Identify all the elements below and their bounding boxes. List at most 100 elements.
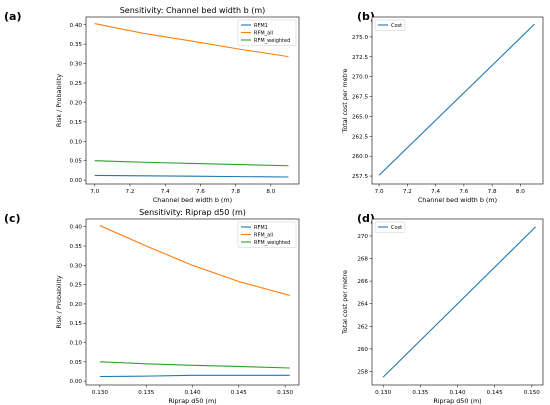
y-tick-label: 0.30	[70, 62, 83, 68]
x-tick-label: 0.145	[487, 390, 503, 396]
y-axis-label: Risk / Probability	[55, 275, 63, 328]
y-tick-label: 275.0	[352, 35, 368, 41]
x-tick-label: 7.2	[126, 189, 135, 195]
series-line-rfm-all	[94, 23, 289, 58]
y-tick-label: 0.25	[70, 81, 83, 87]
series-line-rfm-weighted	[94, 160, 289, 167]
y-tick-label: 0.10	[70, 341, 83, 347]
chart-title: Sensitivity: Channel bed width b (m)	[120, 6, 266, 15]
y-tick-label: 0.20	[70, 302, 83, 308]
legend-label: Cost	[391, 23, 402, 29]
panel-c: (c) Sensitivity: Riprap d50 (m) 0.130 0.135…	[4, 208, 300, 405]
legend-label: RFM_weighted	[254, 240, 290, 246]
legend-label: RFM_all	[254, 232, 273, 238]
x-axis-label: Riprap d50 (m)	[433, 397, 481, 405]
y-tick-label: 0.20	[70, 100, 83, 106]
panel-letter: (c)	[4, 212, 21, 225]
y-tick-label: 257.5	[352, 174, 368, 180]
y-tick-label: 262	[357, 324, 368, 330]
legend-label: RFM1	[254, 225, 268, 231]
x-tick-label: 7.2	[403, 189, 412, 195]
x-tick-label: 0.145	[231, 390, 247, 396]
y-tick-label: 272.5	[352, 55, 368, 61]
y-tick-label: 0.15	[70, 321, 83, 327]
x-axis-label: Channel bed width b (m)	[153, 196, 232, 204]
x-tick-label: 0.150	[524, 390, 540, 396]
x-tick-label: 7.6	[196, 189, 205, 195]
y-tick-label: 0.05	[70, 159, 83, 165]
legend: Cost	[374, 19, 406, 31]
y-tick-label: 262.5	[352, 134, 368, 140]
x-tick-label: 0.130	[375, 390, 391, 396]
y-tick-label: 0.35	[70, 244, 83, 250]
x-tick-label: 8.0	[266, 189, 275, 195]
panel-letter: (a)	[4, 10, 21, 23]
x-tick-label: 0.135	[138, 390, 154, 396]
y-tick-label: 270	[357, 234, 368, 240]
y-tick-label: 0.30	[70, 263, 83, 269]
y-tick-label: 0.25	[70, 283, 83, 289]
y-tick-label: 0.40	[70, 225, 83, 231]
x-tick-label: 0.130	[92, 390, 108, 396]
x-tick-label: 7.6	[459, 189, 468, 195]
x-tick-label: 7.4	[161, 189, 170, 195]
legend-box	[237, 221, 297, 248]
x-axis-label: Channel bed width b (m)	[418, 196, 497, 204]
panel-letter: (b)	[357, 10, 375, 23]
x-tick-label: 8.0	[516, 189, 525, 195]
x-tick-label: 7.0	[375, 189, 384, 195]
plot-area	[371, 218, 544, 386]
series-line-rfm1	[94, 174, 289, 178]
y-tick-label: 260.0	[352, 154, 368, 160]
series-line-cost	[378, 23, 535, 176]
y-tick-label: 0.00	[70, 178, 83, 184]
y-axis-label: Total cost per metre	[341, 68, 349, 133]
y-tick-label: 265.0	[352, 114, 368, 120]
y-axis-label: Total cost per metre	[341, 270, 349, 335]
panel-a: (a) Sensitivity: Channel bed width b (m) 7…	[4, 6, 300, 204]
y-tick-label: 0.35	[70, 42, 83, 48]
x-tick-label: 0.150	[277, 390, 293, 396]
panel-b: (b) 7.0 7.2 7.4 7.6 7.8 8.0 257.5 260.0 262.5 265.…	[341, 10, 544, 204]
y-tick-label: 264	[357, 302, 368, 308]
panel-letter: (d)	[357, 212, 375, 225]
y-axis-label: Risk / Probability	[55, 74, 63, 127]
y-tick-label: 0.00	[70, 379, 83, 385]
legend: Cost	[374, 221, 406, 233]
legend-label: RFM1	[254, 23, 268, 29]
series-line-cost	[382, 226, 536, 378]
y-tick-label: 258	[357, 369, 368, 375]
legend-box	[237, 19, 297, 46]
plot-area	[371, 16, 544, 185]
x-axis-label: Riprap d50 (m)	[168, 397, 216, 405]
y-tick-label: 266	[357, 279, 368, 285]
y-tick-label: 267.5	[352, 95, 368, 101]
x-tick-label: 7.4	[431, 189, 440, 195]
x-tick-label: 7.0	[90, 189, 99, 195]
x-tick-label: 0.135	[412, 390, 428, 396]
legend-box	[374, 19, 406, 31]
y-tick-label: 270.0	[352, 75, 368, 81]
series-line-rfm-all	[99, 225, 290, 296]
y-tick-label: 0.10	[70, 139, 83, 145]
legend-label: Cost	[391, 225, 402, 231]
y-tick-label: 268	[357, 257, 368, 263]
x-tick-label: 7.8	[231, 189, 240, 195]
legend-box	[374, 221, 406, 233]
legend-label: RFM_weighted	[254, 38, 290, 44]
x-tick-label: 0.140	[449, 390, 465, 396]
series-line-rfm1	[99, 374, 290, 378]
chart-title: Sensitivity: Riprap d50 (m)	[139, 208, 246, 217]
x-tick-label: 0.140	[184, 390, 200, 396]
y-tick-label: 0.15	[70, 120, 83, 126]
x-tick-label: 7.8	[488, 189, 497, 195]
legend-label: RFM_all	[254, 30, 273, 36]
y-tick-label: 0.40	[70, 23, 83, 29]
y-tick-label: 0.05	[70, 360, 83, 366]
y-tick-label: 260	[357, 347, 368, 353]
panel-d: (d) 0.130 0.135 0.140 0.145 0.150 258 260 262 264…	[341, 212, 544, 405]
series-line-rfm-weighted	[99, 361, 290, 369]
